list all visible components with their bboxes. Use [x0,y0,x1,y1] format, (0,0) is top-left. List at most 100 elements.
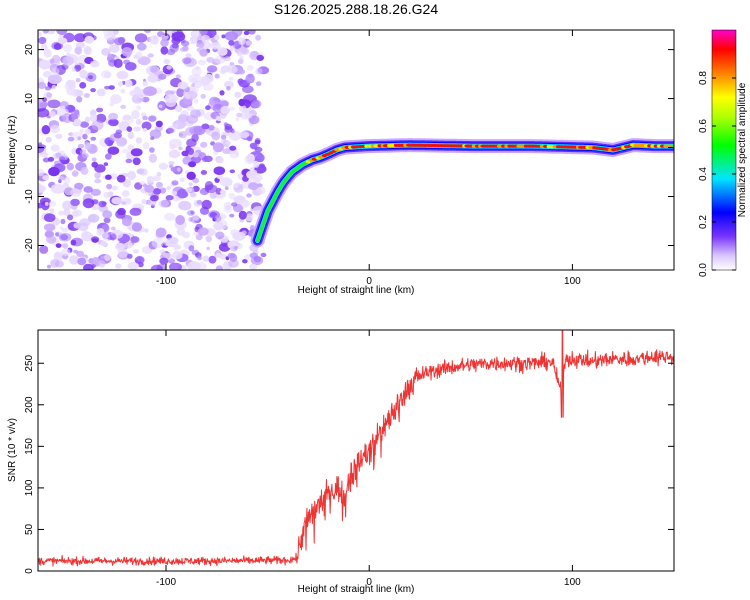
noise-speckle [175,215,186,225]
noise-speckle [190,192,197,198]
noise-speckle [168,149,181,159]
noise-speckle [126,126,133,132]
noise-speckle [160,34,169,40]
noise-speckle [239,105,247,113]
noise-speckle [163,58,171,65]
noise-speckle [60,105,66,110]
noise-speckle [116,137,128,146]
noise-speckle [178,131,188,139]
ridge-peak [572,145,577,149]
noise-speckle [100,255,105,260]
spectrogram-content [38,30,674,270]
noise-speckle [108,119,113,124]
noise-speckle [156,171,162,177]
noise-speckle [68,255,80,265]
noise-speckle [77,136,81,141]
noise-speckle [74,182,84,190]
noise-speckle [171,31,186,42]
noise-speckle [196,41,205,48]
noise-speckle [224,126,234,133]
noise-speckle [63,177,71,185]
noise-speckle [166,186,172,190]
noise-speckle [84,128,91,135]
noise-speckle [62,243,69,249]
noise-speckle [104,85,110,90]
noise-speckle [76,250,84,257]
noise-speckle [109,233,117,241]
noise-speckle [248,263,258,270]
noise-speckle [234,91,242,98]
noise-speckle [236,51,243,57]
colorbar-ticks: 0.0 0.2 0.4 0.6 0.8 [698,71,736,277]
noise-speckle [190,77,198,83]
figure-title: S126.2025.288.18.26.G24 [274,1,438,17]
noise-speckle [170,167,178,172]
noise-speckle [41,125,51,135]
noise-speckle [200,141,208,148]
noise-speckle [158,104,163,109]
noise-speckle [209,191,217,199]
noise-speckle [42,157,51,163]
noise-speckle [204,73,214,83]
noise-speckle [49,58,55,64]
noise-speckle [127,131,135,140]
noise-speckle [242,259,248,264]
noise-speckle [169,43,179,53]
noise-speckle [100,70,112,79]
noise-speckle [44,201,49,206]
ridge-peak [377,144,383,148]
noise-speckle [198,59,207,66]
noise-speckle [186,105,195,112]
noise-speckle [40,151,49,158]
noise-speckle [79,92,84,96]
noise-speckle [151,238,164,249]
noise-speckle [158,162,169,170]
noise-speckle [110,226,116,231]
noise-speckle [182,231,191,239]
noise-speckle [178,200,192,211]
noise-speckle [44,86,52,91]
noise-speckle [77,143,85,149]
ridge-peak [504,144,509,148]
noise-speckle [231,202,238,207]
noise-speckle [188,161,197,168]
noise-speckle [122,179,132,188]
noise-speckle [134,33,148,43]
noise-speckle [197,255,203,261]
noise-speckle [172,243,180,249]
noise-speckle [125,79,133,88]
noise-speckle [121,115,134,125]
noise-speckle [111,119,119,126]
noise-speckle [150,136,155,141]
noise-speckle [253,161,260,168]
noise-speckle [67,82,76,90]
noise-speckle [75,78,81,83]
noise-speckle [144,30,152,33]
noise-speckle [81,231,92,241]
noise-speckle [171,180,179,186]
noise-speckle [55,133,63,139]
noise-speckle [228,130,242,141]
noise-speckle [228,40,235,46]
noise-speckle [202,156,209,163]
noise-speckles [38,30,270,270]
x-tick-label: -100 [156,577,176,588]
noise-speckle [229,169,236,174]
noise-speckle [102,210,113,219]
noise-speckle [56,30,68,35]
noise-speckle [192,152,199,158]
noise-speckle [255,34,262,41]
noise-speckle [204,128,211,133]
noise-speckle [155,181,163,188]
noise-speckle [131,109,140,120]
noise-speckle [160,38,169,47]
noise-speckle [206,65,218,73]
noise-speckle [108,85,115,90]
noise-speckle [58,232,72,242]
noise-speckle [91,157,97,162]
colorbar-gradient [711,29,737,271]
noise-speckle [47,99,61,109]
noise-speckle [186,138,197,148]
noise-speckle [187,147,195,155]
noise-speckle [50,124,60,134]
